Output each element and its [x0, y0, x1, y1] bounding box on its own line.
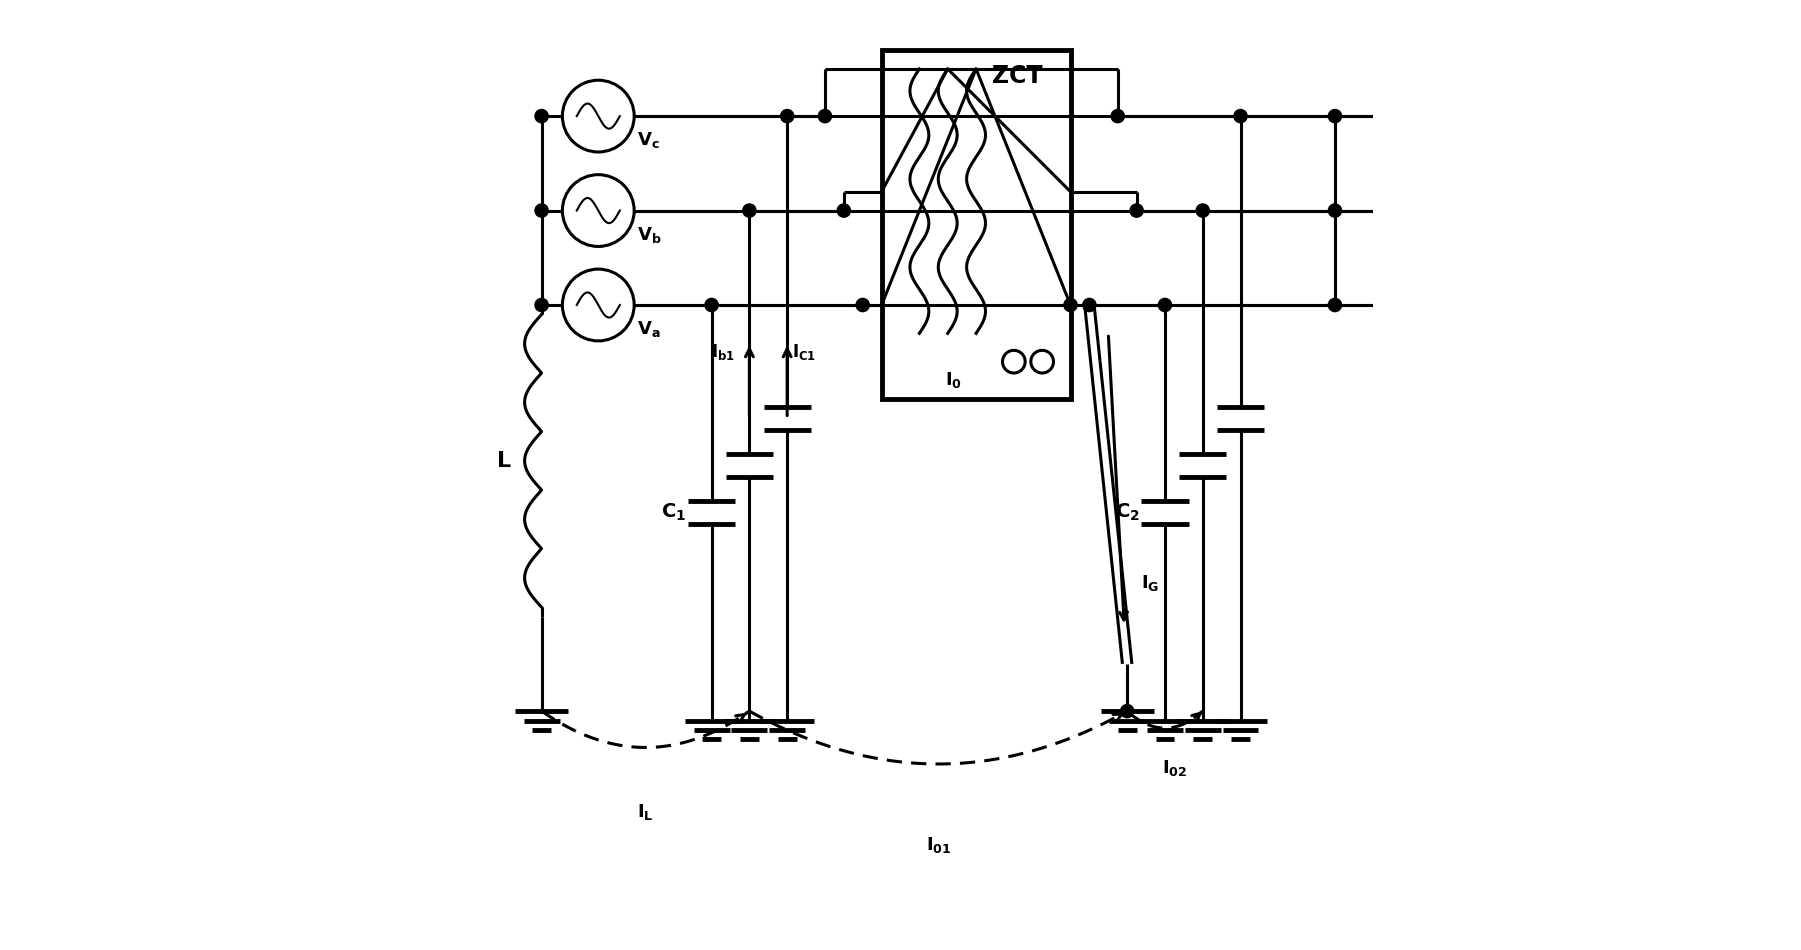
Circle shape: [1196, 204, 1208, 218]
Circle shape: [1329, 109, 1342, 123]
Circle shape: [855, 298, 870, 312]
Circle shape: [704, 298, 719, 312]
Circle shape: [742, 204, 756, 218]
Circle shape: [1158, 298, 1172, 312]
Circle shape: [535, 298, 548, 312]
Text: $\bf{C_1}$: $\bf{C_1}$: [661, 503, 686, 523]
Circle shape: [535, 109, 548, 123]
Text: $\bf{V_c}$: $\bf{V_c}$: [638, 130, 659, 150]
Text: L: L: [497, 451, 511, 471]
Text: $\bf{I_{01}}$: $\bf{I_{01}}$: [926, 835, 951, 855]
Circle shape: [1329, 204, 1342, 218]
Text: $\bf{I_0}$: $\bf{I_0}$: [946, 370, 962, 390]
Text: $\bf{I_{b1}}$: $\bf{I_{b1}}$: [711, 342, 735, 362]
Circle shape: [818, 109, 832, 123]
Text: $\bf{V_b}$: $\bf{V_b}$: [638, 225, 661, 245]
Circle shape: [1329, 298, 1342, 312]
Text: $\bf{I_{02}}$: $\bf{I_{02}}$: [1162, 758, 1187, 778]
Text: $\bf{I_L}$: $\bf{I_L}$: [638, 802, 654, 822]
Circle shape: [837, 204, 850, 218]
Text: $\bf{V_a}$: $\bf{V_a}$: [638, 319, 661, 339]
Circle shape: [1234, 109, 1246, 123]
Circle shape: [1064, 298, 1077, 312]
Circle shape: [535, 204, 548, 218]
Text: $\bf{I_G}$: $\bf{I_G}$: [1142, 574, 1160, 594]
Text: $\bf{I_{C1}}$: $\bf{I_{C1}}$: [792, 342, 816, 362]
Circle shape: [1120, 705, 1135, 717]
Text: ZCT: ZCT: [992, 65, 1043, 88]
Text: $\bf{C_2}$: $\bf{C_2}$: [1115, 503, 1140, 523]
Circle shape: [1082, 298, 1097, 312]
Circle shape: [780, 109, 794, 123]
Circle shape: [1111, 109, 1124, 123]
Bar: [882, 50, 1070, 399]
Circle shape: [1129, 204, 1144, 218]
